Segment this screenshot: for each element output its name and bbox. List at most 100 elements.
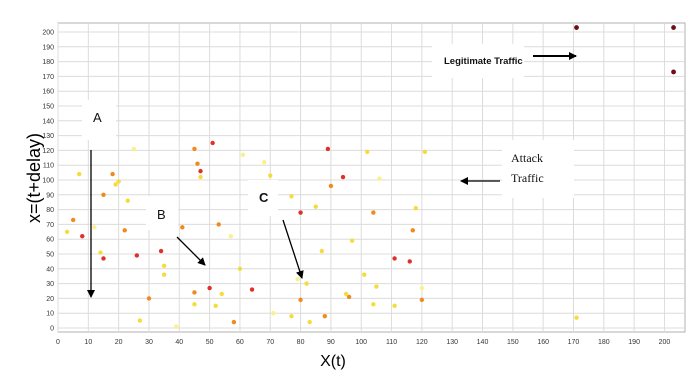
- data-point: [110, 171, 115, 177]
- x-tick-label: 110: [386, 339, 397, 346]
- data-point: [298, 210, 303, 215]
- data-points: [64, 25, 676, 329]
- x-tick-label: 120: [416, 339, 428, 346]
- data-point: [137, 318, 143, 323]
- data-point: [362, 272, 367, 277]
- data-point: [261, 160, 267, 165]
- y-tick-label: 10: [46, 311, 54, 318]
- data-point: [101, 192, 106, 197]
- data-point: [192, 302, 197, 307]
- legitimate-traffic-box: [432, 44, 524, 78]
- data-point: [210, 140, 215, 146]
- data-point: [298, 297, 303, 303]
- data-point: [158, 248, 164, 254]
- data-point: [322, 313, 328, 319]
- x-tick-label: 80: [297, 339, 305, 346]
- y-axis-label: x=(t+delay): [24, 133, 44, 223]
- data-point: [116, 179, 121, 184]
- data-point: [377, 176, 382, 181]
- y-tick-label: 130: [42, 133, 54, 140]
- data-point: [574, 315, 579, 320]
- data-point: [113, 182, 118, 187]
- data-point: [213, 303, 218, 308]
- data-point: [268, 173, 273, 178]
- label-a-box: [82, 100, 116, 140]
- y-tick-label: 30: [46, 281, 54, 288]
- plot-area: [57, 22, 686, 333]
- data-point: [195, 161, 200, 166]
- y-tick-label: 140: [42, 118, 54, 125]
- y-tick-label: 40: [46, 266, 54, 273]
- x-tick-label: 140: [477, 339, 489, 346]
- y-tick-label: 170: [42, 74, 54, 81]
- y-tick-label: 200: [42, 30, 54, 37]
- data-point: [101, 256, 106, 261]
- data-point: [80, 234, 85, 239]
- data-point: [271, 311, 276, 316]
- label-b: B: [157, 207, 166, 222]
- data-point: [249, 287, 255, 292]
- data-point: [374, 284, 379, 289]
- y-tick-label: 0: [50, 326, 54, 333]
- x-tick-label: 20: [115, 339, 123, 346]
- y-tick-label: 110: [43, 163, 54, 170]
- data-point: [295, 276, 300, 282]
- data-point: [328, 183, 334, 189]
- x-tick-label: 130: [446, 339, 458, 346]
- data-point: [180, 225, 185, 230]
- data-point: [134, 253, 140, 258]
- x-tick-label: 40: [175, 339, 183, 346]
- data-point: [70, 217, 76, 223]
- data-point: [319, 248, 325, 254]
- label-c: C: [259, 190, 269, 205]
- arrow-b: [176, 236, 206, 266]
- data-point: [192, 146, 197, 152]
- legitimate-traffic-label: Legitimate Traffic: [444, 56, 523, 67]
- data-point: [671, 69, 676, 75]
- data-point: [198, 174, 203, 180]
- y-tick-label: 50: [46, 252, 54, 259]
- y-tick-label: 160: [42, 89, 54, 96]
- data-point: [125, 198, 130, 203]
- data-point: [131, 146, 137, 152]
- data-point: [216, 222, 221, 227]
- x-tick-label: 10: [84, 339, 92, 346]
- y-tick-label: 150: [42, 104, 54, 111]
- x-tick-label: 60: [236, 339, 244, 346]
- x-tick-label: 50: [206, 339, 214, 346]
- data-point: [231, 319, 237, 325]
- arrow-c: [282, 219, 304, 279]
- x-tick-label: 70: [266, 339, 274, 346]
- data-point: [419, 297, 425, 303]
- data-point: [671, 25, 676, 30]
- data-point: [92, 225, 97, 230]
- data-point: [410, 228, 415, 233]
- data-point: [289, 194, 294, 199]
- y-tick-label: 100: [42, 178, 54, 185]
- data-point: [237, 266, 243, 271]
- label-b-box: [146, 196, 178, 230]
- grid: [57, 23, 685, 332]
- attack-traffic-label-line1: Attack: [511, 151, 543, 165]
- x-tick-label: 90: [327, 339, 335, 346]
- data-point: [340, 174, 346, 180]
- y-tick-label: 70: [46, 222, 54, 229]
- x-tick-label: 190: [628, 339, 640, 346]
- x-tick-label: 30: [145, 339, 153, 346]
- attack-traffic-box: [502, 140, 574, 198]
- data-point: [122, 228, 127, 233]
- x-tick-label: 160: [537, 339, 549, 346]
- data-point: [240, 152, 246, 158]
- y-tick-label: 120: [42, 148, 54, 155]
- y-tick-labels: 0 10 20 30 40 50 60 70 80 90 100 110 120 130 140 150 160…: [42, 30, 54, 333]
- data-point: [146, 296, 152, 301]
- data-point: [422, 149, 428, 155]
- x-tick-label: 200: [659, 339, 671, 346]
- attack-traffic-label-line2: Traffic: [511, 171, 544, 185]
- data-point: [77, 171, 82, 177]
- data-point: [574, 25, 579, 30]
- data-point: [228, 234, 234, 239]
- x-tick-label: 180: [598, 339, 610, 346]
- x-axis-label: X(t): [320, 353, 346, 370]
